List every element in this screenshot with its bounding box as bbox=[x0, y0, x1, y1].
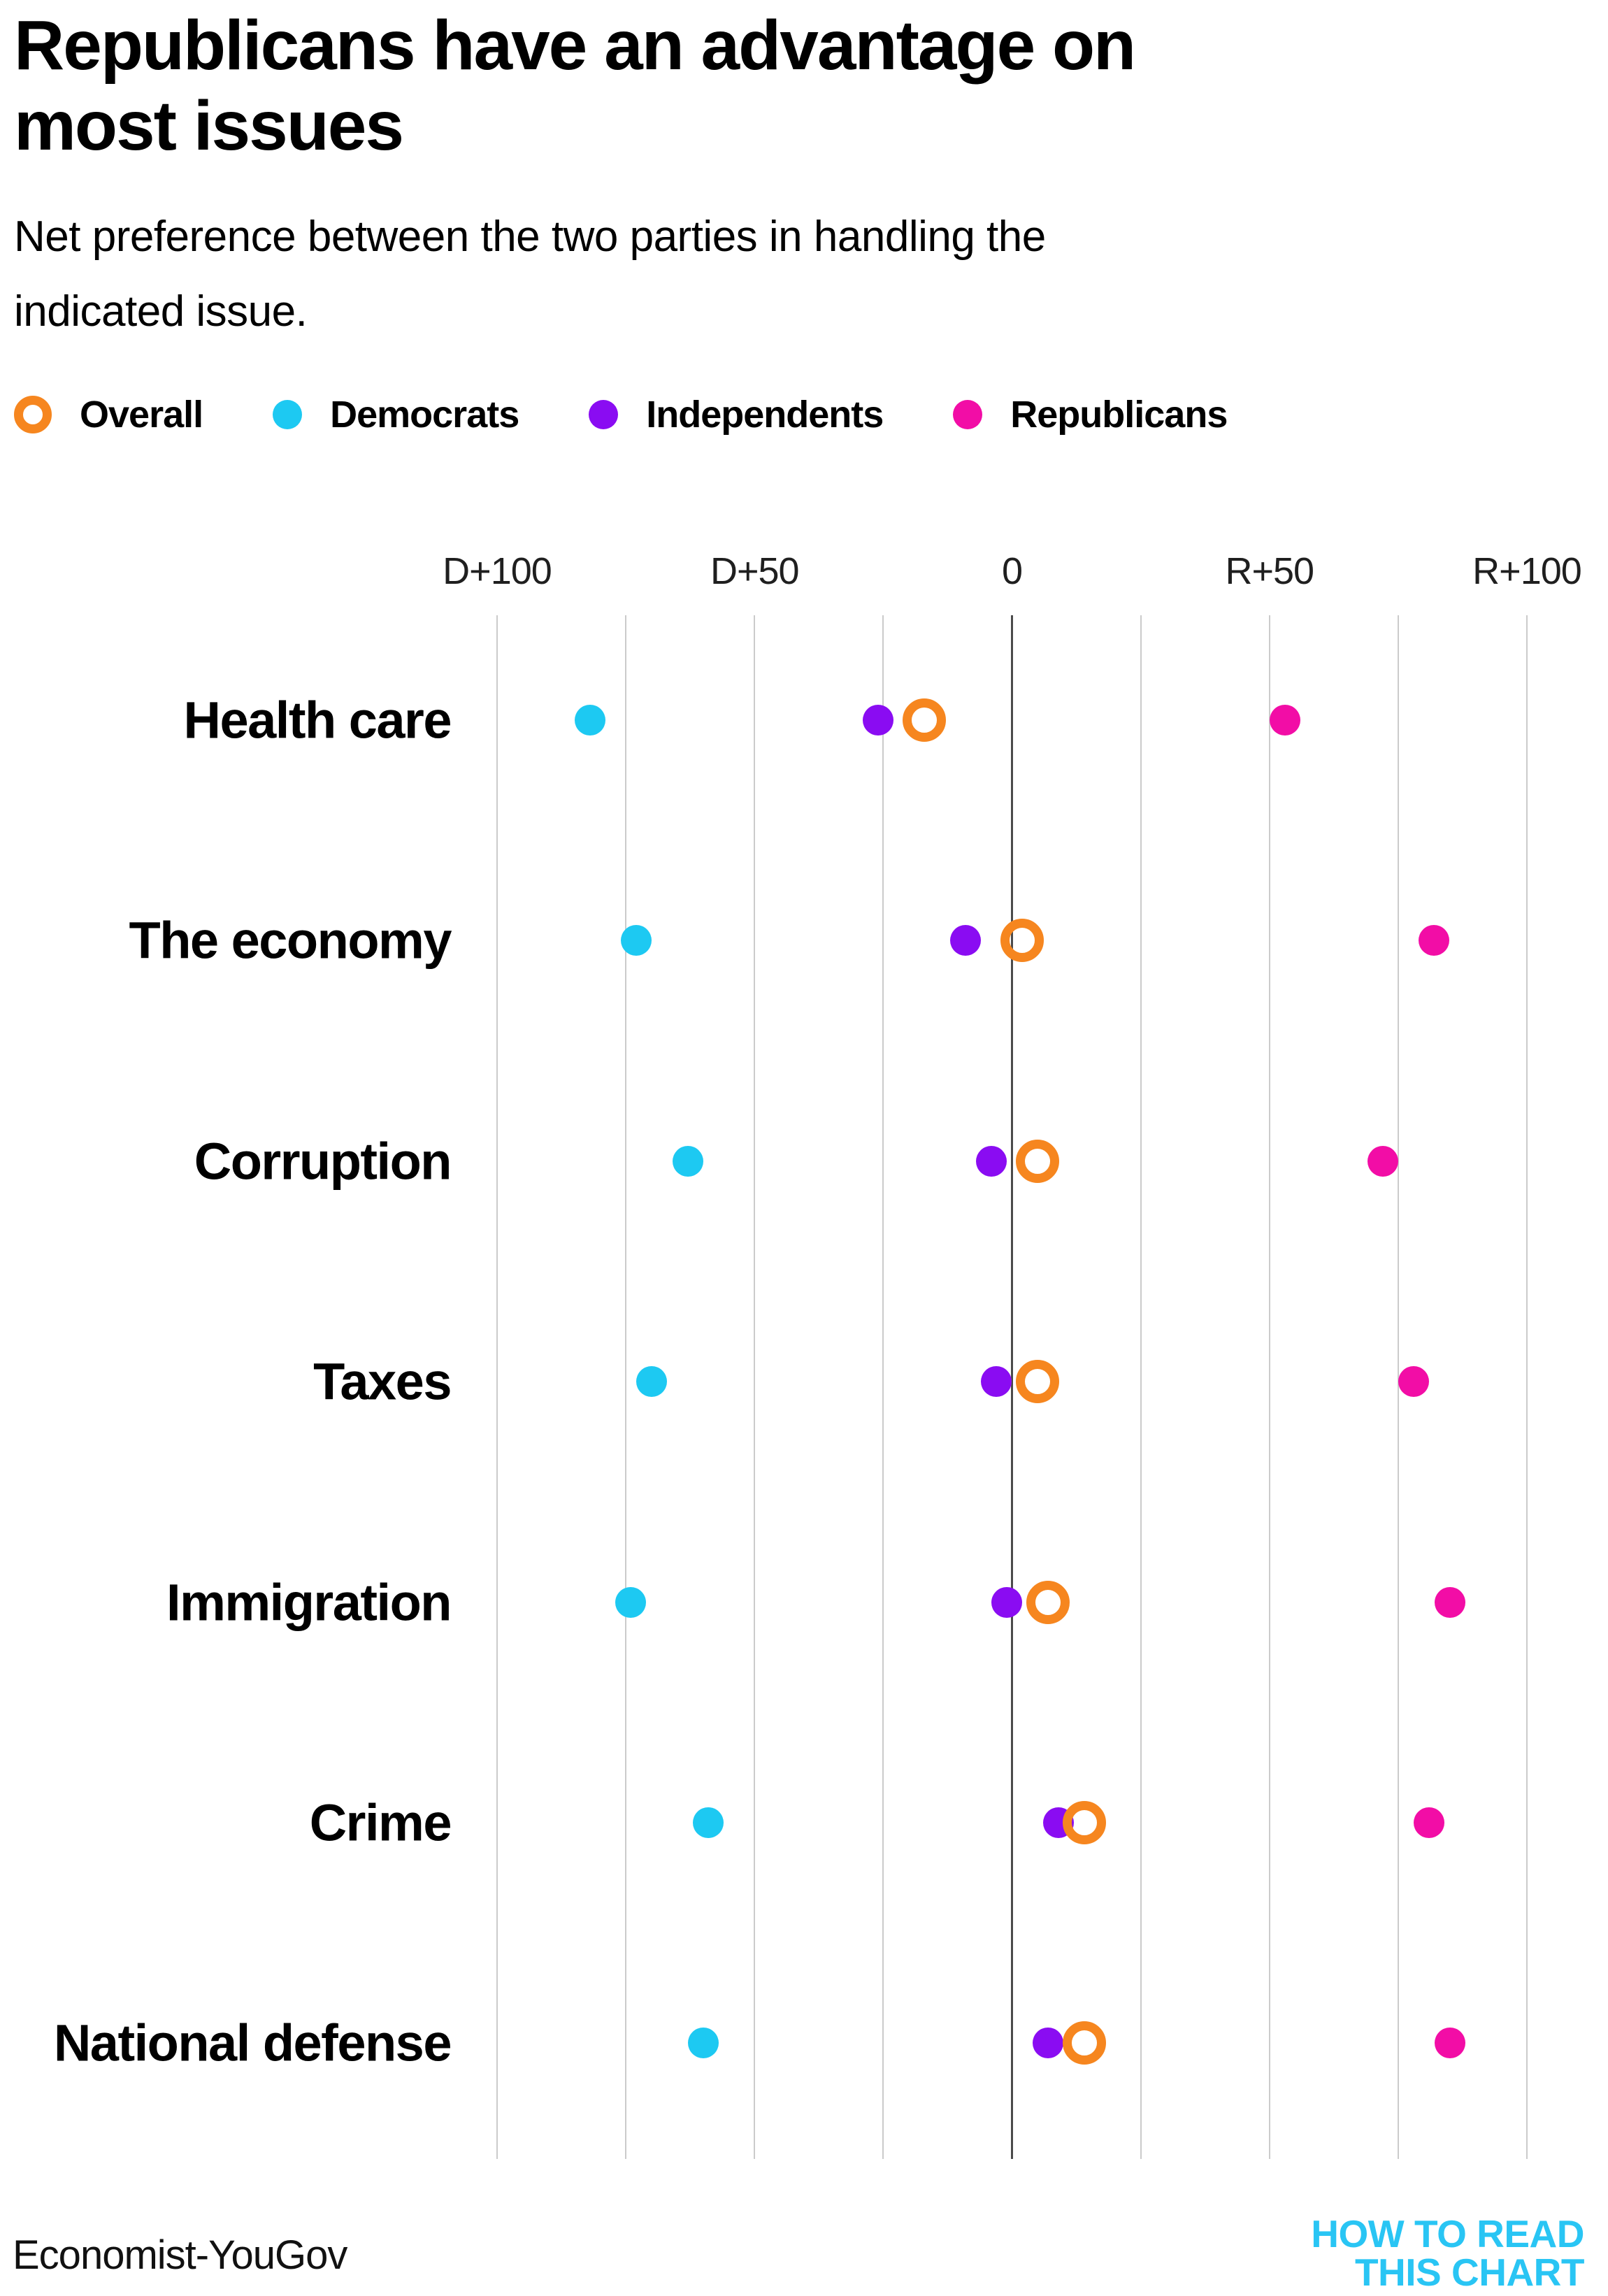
legend-label: Overall bbox=[80, 394, 203, 436]
category-label: Crime bbox=[309, 1793, 452, 1852]
marker-overall bbox=[1026, 1580, 1070, 1624]
democrats-marker-icon bbox=[273, 400, 303, 429]
axis-tick-label: R+100 bbox=[1472, 550, 1582, 592]
gridline bbox=[496, 615, 498, 2159]
category-label: Immigration bbox=[166, 1573, 452, 1632]
marker-overall bbox=[1000, 919, 1045, 963]
chart-subtitle: Net preference between the two parties i… bbox=[14, 213, 1046, 336]
marker-republicans bbox=[1414, 1807, 1445, 1838]
axis-tick-label: D+50 bbox=[710, 550, 800, 592]
legend-label: Republicans bbox=[1010, 394, 1228, 436]
marker-independents bbox=[863, 704, 893, 736]
logo-line-2: THIS CHART bbox=[1354, 2251, 1585, 2294]
marker-democrats bbox=[615, 1586, 647, 1618]
marker-democrats bbox=[692, 1807, 724, 1838]
legend-item-republicans: Republicans bbox=[953, 393, 1228, 436]
legend-item-overall: Overall bbox=[14, 393, 203, 436]
marker-democrats bbox=[574, 704, 605, 736]
marker-republicans bbox=[1434, 1586, 1465, 1618]
category-label: Corruption bbox=[194, 1132, 452, 1191]
gridline bbox=[1268, 615, 1270, 2159]
htrtc-logo: HOW TO READ THIS CHART bbox=[1311, 2215, 1584, 2292]
independents-marker-icon bbox=[589, 400, 619, 429]
source-label: Economist-YouGov bbox=[13, 2232, 347, 2278]
legend-label: Independents bbox=[646, 394, 884, 436]
chart-title: Republicans have an advantage on most is… bbox=[14, 6, 1136, 165]
marker-overall bbox=[1062, 2021, 1106, 2065]
marker-republicans bbox=[1434, 2028, 1465, 2059]
zero-gridline bbox=[1011, 615, 1013, 2159]
legend: Overall Democrats Independents Republicans bbox=[14, 390, 1228, 439]
legend-label: Democrats bbox=[330, 394, 519, 436]
marker-democrats bbox=[672, 1145, 703, 1177]
overall-marker-icon bbox=[14, 396, 52, 433]
axis-tick-label: D+100 bbox=[443, 550, 552, 592]
marker-republicans bbox=[1398, 1366, 1429, 1398]
marker-independents bbox=[1033, 2028, 1064, 2059]
marker-democrats bbox=[687, 2028, 719, 2059]
category-label: Taxes bbox=[313, 1352, 452, 1411]
marker-democrats bbox=[636, 1366, 667, 1398]
marker-republicans bbox=[1419, 925, 1450, 956]
marker-independents bbox=[976, 1145, 1007, 1177]
marker-overall bbox=[1062, 1800, 1106, 1844]
legend-item-independents: Independents bbox=[589, 393, 884, 436]
marker-overall bbox=[1016, 1139, 1060, 1183]
marker-overall bbox=[1016, 1360, 1060, 1404]
republicans-marker-icon bbox=[953, 400, 983, 429]
gridline bbox=[625, 615, 627, 2159]
legend-item-democrats: Democrats bbox=[273, 393, 519, 436]
axis-tick-label: R+50 bbox=[1225, 550, 1314, 592]
gridline bbox=[1397, 615, 1399, 2159]
category-label: Health care bbox=[183, 691, 452, 749]
marker-independents bbox=[991, 1586, 1023, 1618]
category-label: The economy bbox=[129, 911, 452, 970]
gridline bbox=[1526, 615, 1528, 2159]
marker-democrats bbox=[620, 925, 652, 956]
logo-line-1: HOW TO READ bbox=[1311, 2212, 1584, 2255]
marker-republicans bbox=[1367, 1145, 1398, 1177]
marker-independents bbox=[981, 1366, 1012, 1398]
marker-independents bbox=[950, 925, 982, 956]
axis-tick-label: 0 bbox=[1001, 550, 1023, 592]
marker-overall bbox=[903, 698, 947, 742]
gridline bbox=[1140, 615, 1142, 2159]
marker-republicans bbox=[1269, 704, 1300, 736]
category-label: National defense bbox=[53, 2014, 452, 2072]
gridline bbox=[754, 615, 756, 2159]
gridline bbox=[882, 615, 884, 2159]
